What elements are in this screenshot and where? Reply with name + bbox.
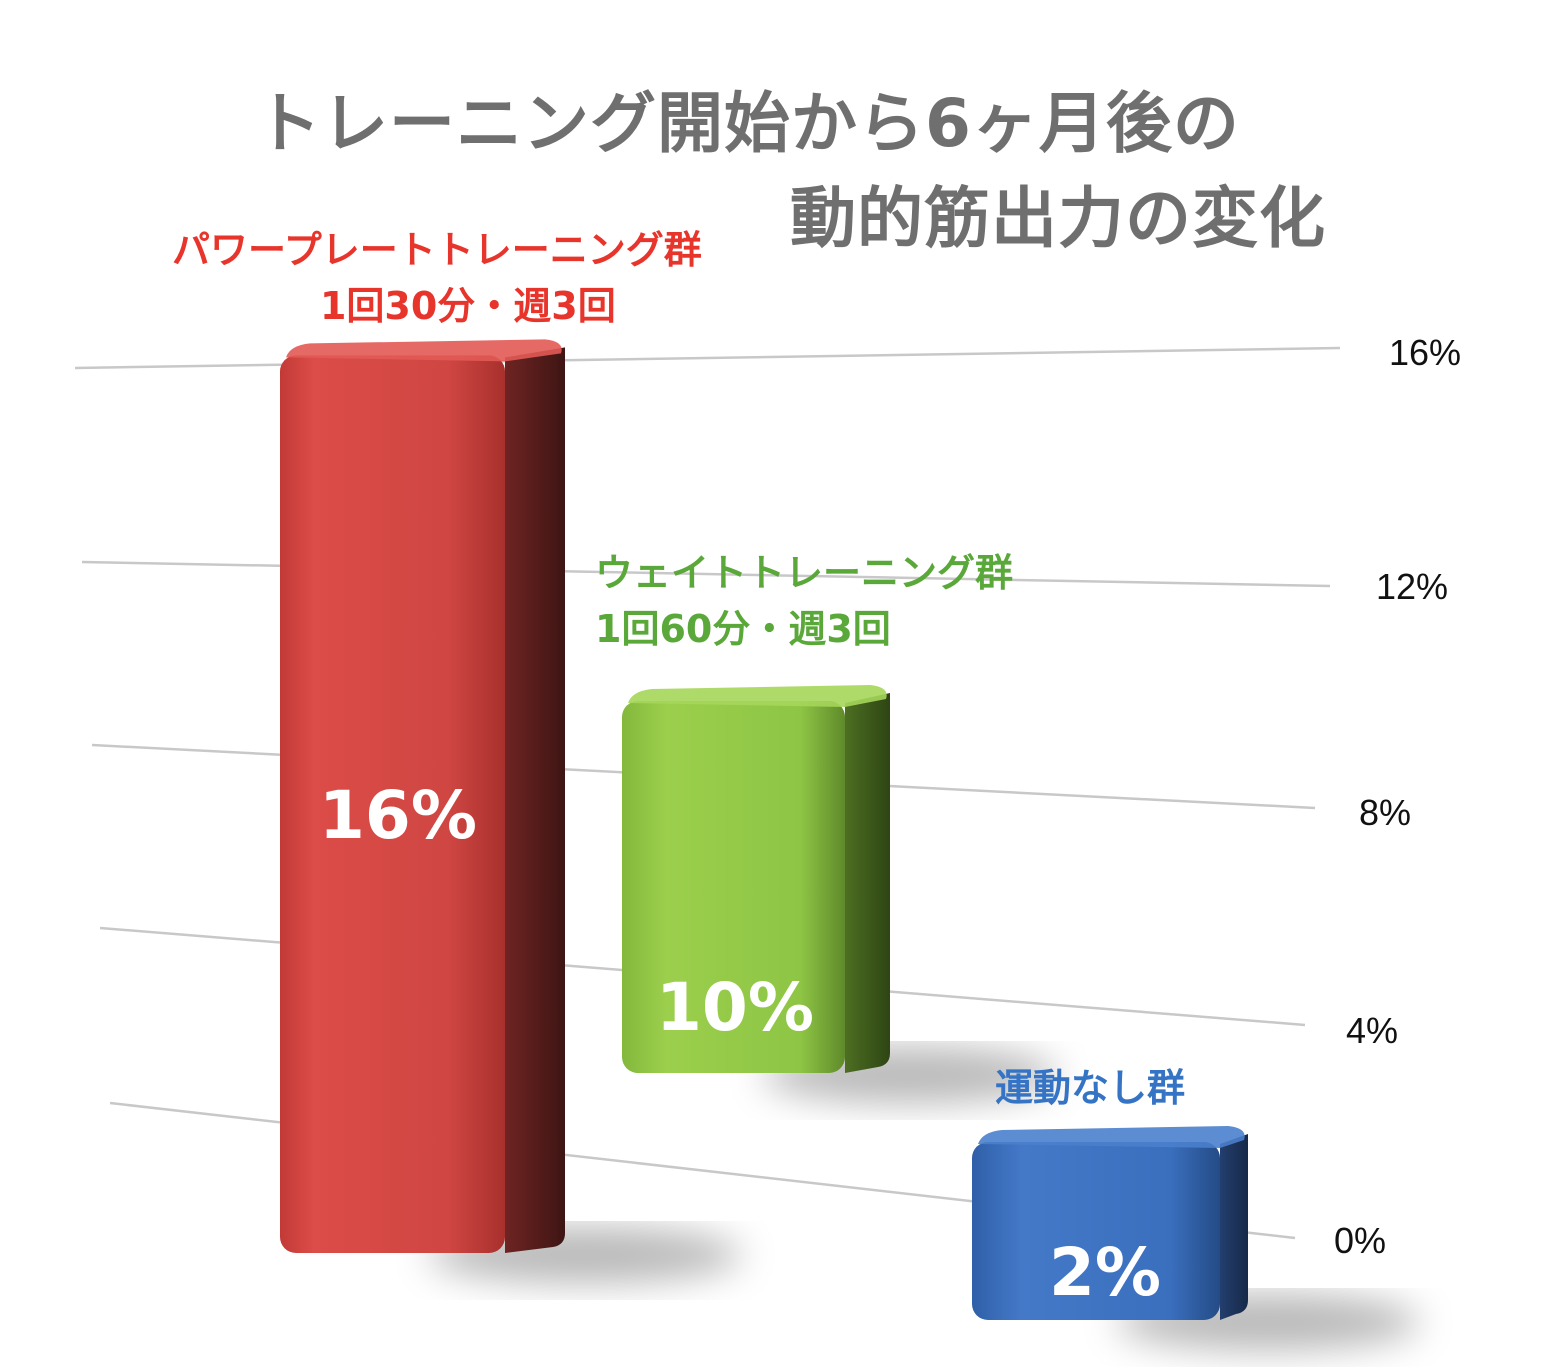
chart-title-line-2: 動的筋出力の変化 (790, 180, 1326, 257)
y-axis-ticks: 16% 12% 8% 4% 0% (1334, 332, 1461, 1261)
data-labels: 16% 10% 2% (319, 777, 1161, 1311)
category-label-no-exercise-line-1: 運動なし群 (995, 1066, 1186, 1110)
bar-side (1220, 1134, 1248, 1320)
data-label: 16% (319, 777, 477, 854)
y-tick-label: 0% (1334, 1220, 1386, 1261)
category-label-power-plate-line-1: パワープレートトレーニング群 (172, 228, 702, 272)
category-label-weight-training-line-2: 1回60分・週3回 (595, 607, 891, 651)
y-tick-label: 16% (1389, 332, 1461, 373)
bar-top (628, 685, 887, 707)
category-label-no-exercise: 運動なし群 (995, 1060, 1185, 1116)
bar-top (978, 1126, 1245, 1148)
chart-title-line-1: トレーニング開始から6ヶ月後の (255, 85, 1240, 162)
category-label-weight-training-line-1: ウェイトトレーニング群 (595, 551, 1014, 595)
bar-side (845, 693, 890, 1073)
category-label-power-plate-line-2: 1回30分・週3回 (319, 284, 616, 328)
bar (622, 685, 1058, 1103)
bar-top (286, 339, 562, 362)
bar-front (972, 1142, 1220, 1320)
data-label: 10% (656, 969, 814, 1046)
y-tick-label: 12% (1376, 566, 1448, 607)
bar-front (622, 701, 845, 1073)
bar (972, 1126, 1420, 1350)
category-label-weight-training: ウェイトトレーニング群 1回60分・週3回 (595, 545, 1013, 657)
bar (280, 339, 742, 1283)
data-label: 2% (1049, 1234, 1161, 1311)
bars (280, 339, 1420, 1350)
bar-front (280, 355, 505, 1253)
gridline (74, 346, 1341, 370)
bar-side (505, 347, 565, 1253)
y-tick-label: 4% (1346, 1010, 1398, 1051)
category-label-power-plate: パワープレートトレーニング群 1回30分・週3回 (172, 222, 702, 334)
y-tick-label: 8% (1359, 792, 1411, 833)
